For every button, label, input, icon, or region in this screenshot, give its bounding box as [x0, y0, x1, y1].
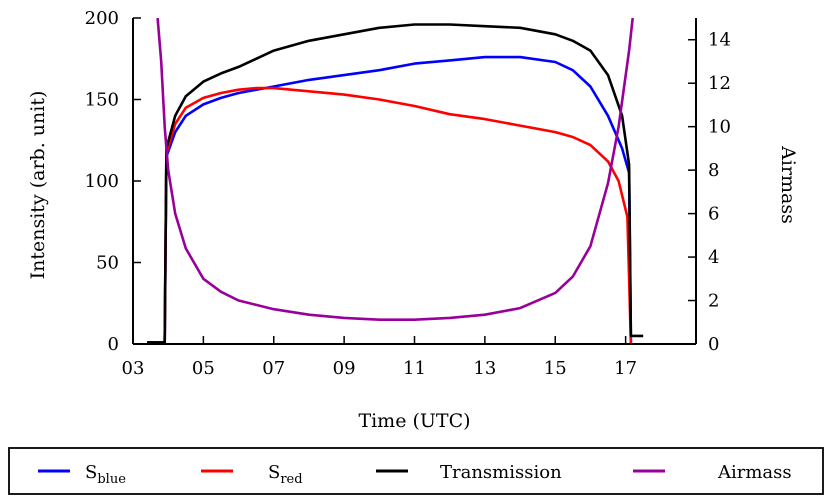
y2-tick-label: 14 — [708, 30, 731, 51]
y-tick-label: 200 — [85, 8, 119, 29]
legend-frame — [8, 447, 824, 495]
x-tick-label: 11 — [403, 358, 426, 379]
x-tick-label: 15 — [544, 358, 567, 379]
x-tick-label: 13 — [473, 358, 496, 379]
x-axis-title: Time (UTC) — [358, 410, 470, 432]
y2-tick-label: 8 — [708, 160, 719, 181]
x-tick-label: 09 — [333, 358, 356, 379]
y2-tick-label: 10 — [708, 117, 731, 138]
y-axis-title: Intensity (arb. unit) — [27, 91, 49, 280]
y-tick-label: 0 — [108, 334, 119, 355]
y-tick-label: 150 — [85, 90, 119, 111]
legend-label: Airmass — [717, 462, 792, 483]
y2-tick-label: 12 — [708, 73, 731, 94]
y2-axis-title: Airmass — [777, 145, 799, 224]
series-line-s-blue — [147, 55, 633, 344]
y2-tick-label: 2 — [708, 291, 719, 312]
y2-tick-label: 6 — [708, 204, 719, 225]
legend: Sblue Sred Transmission Airmass — [8, 447, 824, 495]
x-tick-label: 17 — [614, 358, 637, 379]
x-tick-label: 05 — [192, 358, 215, 379]
legend-label: Transmission — [440, 462, 562, 483]
series-line-airmass — [156, 18, 634, 321]
axes: 03 05 07 09 11 13 15 17 0 50 100 150 200 0 2 4 6 8 10 12 14 T… — [27, 8, 799, 432]
series-line-s-red — [163, 86, 633, 344]
y2-tick-label: 4 — [708, 247, 719, 268]
y-tick-label: 50 — [96, 253, 119, 274]
y-tick-label: 100 — [85, 171, 119, 192]
y2-tick-label: 0 — [708, 334, 719, 355]
x-tick-label: 03 — [122, 358, 145, 379]
plot-area — [147, 18, 644, 344]
series-line-transmission — [147, 23, 644, 344]
x-tick-label: 07 — [262, 358, 285, 379]
